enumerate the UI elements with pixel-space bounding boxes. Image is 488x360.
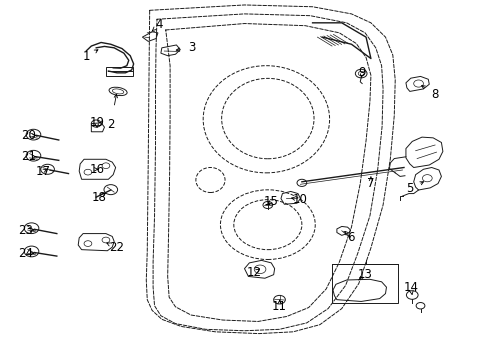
Text: 13: 13 bbox=[357, 268, 372, 281]
Text: 4: 4 bbox=[155, 18, 163, 31]
Text: 21: 21 bbox=[20, 150, 36, 163]
Text: 22: 22 bbox=[109, 241, 124, 255]
Text: 16: 16 bbox=[89, 163, 104, 176]
Text: 23: 23 bbox=[18, 224, 33, 237]
Text: 20: 20 bbox=[20, 129, 36, 142]
Text: 17: 17 bbox=[35, 165, 50, 177]
Text: 11: 11 bbox=[271, 300, 286, 313]
Text: 6: 6 bbox=[346, 231, 353, 244]
Text: 19: 19 bbox=[89, 116, 104, 129]
Text: 8: 8 bbox=[430, 88, 438, 101]
Text: 7: 7 bbox=[366, 177, 374, 190]
Text: 1: 1 bbox=[82, 50, 90, 63]
Text: 12: 12 bbox=[246, 266, 261, 279]
Text: 14: 14 bbox=[403, 281, 417, 294]
Text: 15: 15 bbox=[263, 195, 278, 208]
Text: 10: 10 bbox=[292, 193, 307, 206]
Text: 9: 9 bbox=[358, 66, 365, 79]
Text: 5: 5 bbox=[406, 183, 413, 195]
Text: 2: 2 bbox=[107, 118, 114, 131]
Text: 3: 3 bbox=[188, 41, 195, 54]
Text: 18: 18 bbox=[91, 192, 106, 204]
Text: 24: 24 bbox=[18, 247, 33, 260]
